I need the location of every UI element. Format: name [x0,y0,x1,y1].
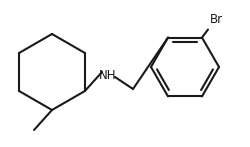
Text: NH: NH [99,69,117,81]
Text: Br: Br [210,12,223,26]
